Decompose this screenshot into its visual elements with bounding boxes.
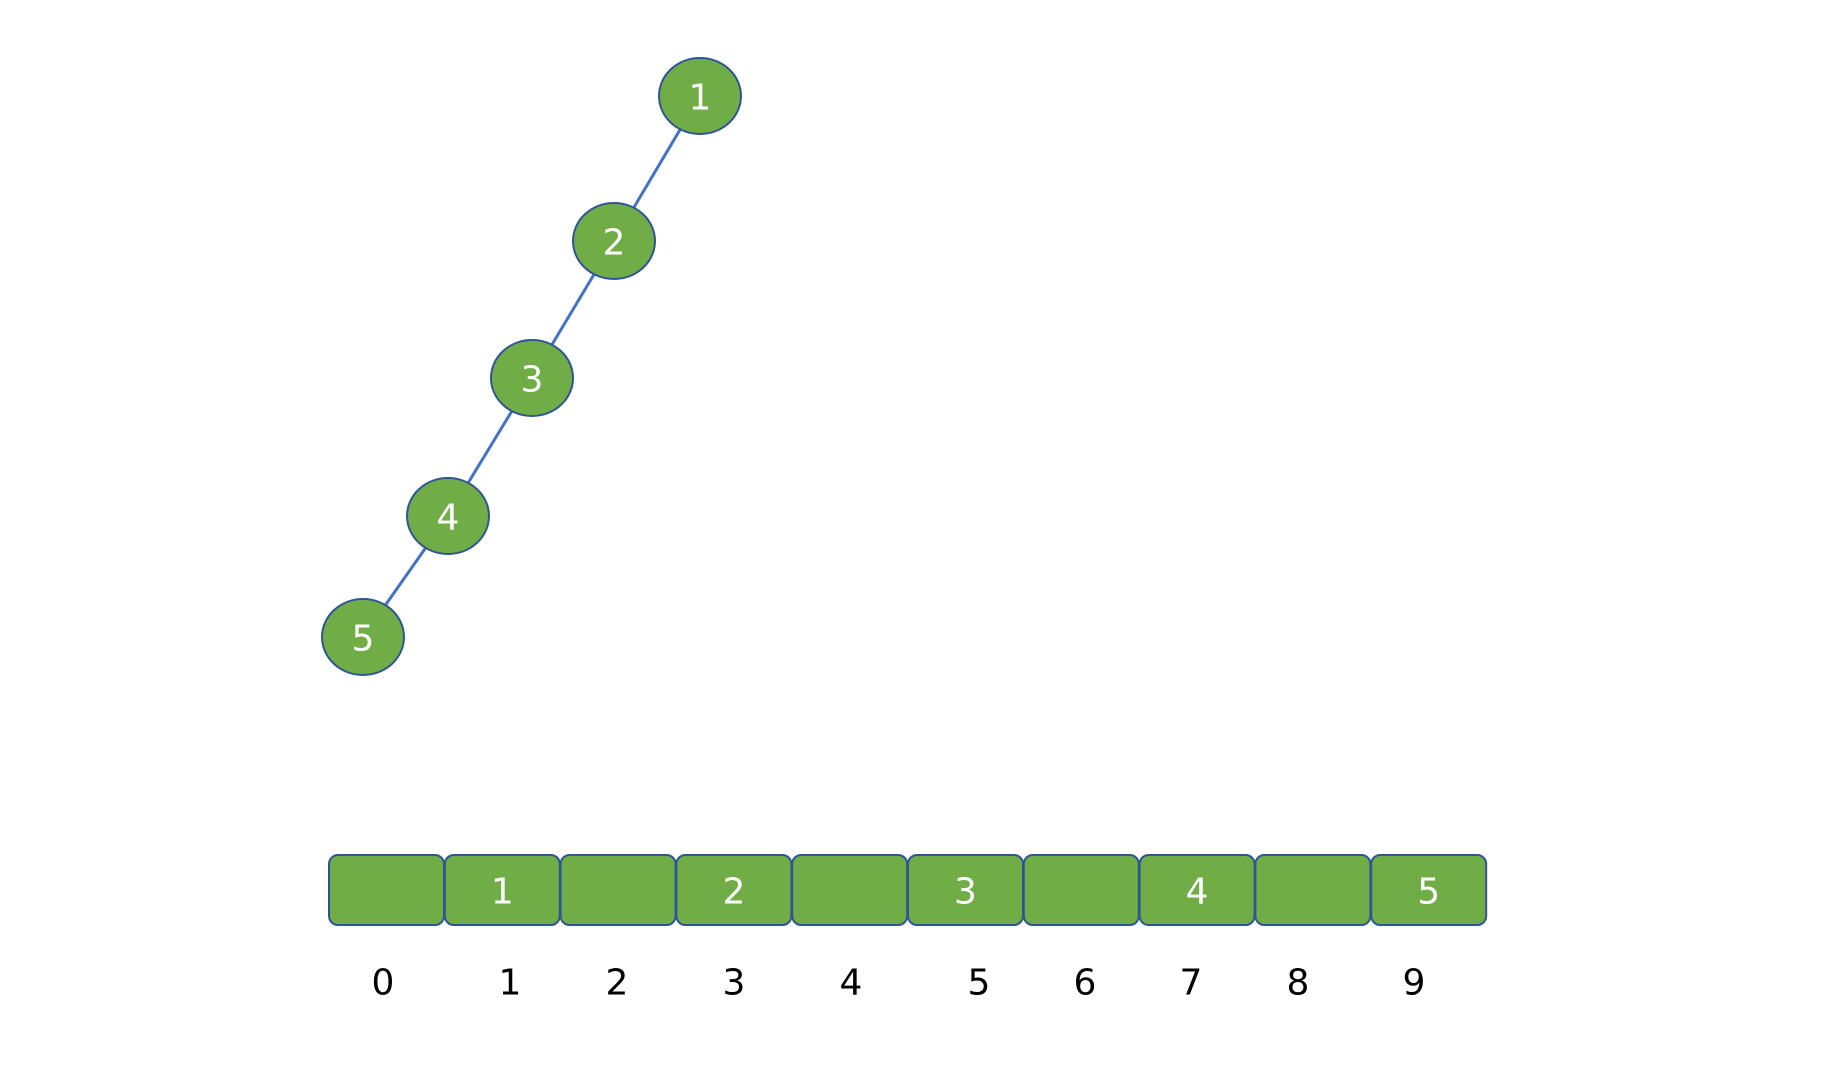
array-index-label-1: 1	[499, 963, 522, 1004]
array-index-label-7: 7	[1180, 963, 1203, 1004]
tree-node-label: 5	[352, 619, 375, 660]
tree-node-circle	[406, 477, 490, 555]
tree-nodes: 1 2 3 4 5	[321, 57, 742, 676]
array-cell-7: 4	[1138, 854, 1256, 926]
array-cell-box	[559, 854, 677, 926]
array-index-label-9: 9	[1403, 963, 1426, 1004]
tree-node-label: 3	[521, 360, 544, 401]
array-cell-value: 1	[491, 872, 514, 913]
array-cell-value: 3	[954, 872, 977, 913]
array-index-label-5: 5	[968, 963, 991, 1004]
array-cell-0	[328, 854, 445, 926]
tree-node-label: 2	[603, 223, 626, 264]
array-cell-value: 5	[1417, 872, 1440, 913]
array-indices: 0 1 2 3 4 5 6 7 8 9	[372, 963, 1426, 1004]
array-cell-box	[1254, 854, 1372, 926]
array-cell-box	[791, 854, 909, 926]
array-index-label-3: 3	[723, 963, 746, 1004]
array-cell-value: 4	[1186, 872, 1209, 913]
array-cell-5: 3	[907, 854, 1024, 926]
array-cell-box	[1022, 854, 1140, 926]
tree-node-4: 4	[406, 477, 490, 555]
tree-node-label: 1	[689, 78, 712, 119]
array-index-label-8: 8	[1287, 963, 1310, 1004]
tree-node-5: 5	[321, 598, 405, 676]
tree-node-1: 1	[658, 57, 742, 135]
array-cells: 1 2 3 4 5	[328, 854, 1488, 926]
array-index-label-4: 4	[840, 963, 863, 1004]
array-cell-1: 1	[443, 854, 561, 926]
tree-node-circle	[658, 57, 742, 135]
array-cell-4	[791, 854, 909, 926]
array-cell-8	[1254, 854, 1372, 926]
array-index-label-0: 0	[372, 963, 395, 1004]
tree-node-circle	[572, 202, 656, 280]
tree-node-label: 4	[437, 498, 460, 539]
tree-node-circle	[321, 598, 405, 676]
array-cell-9: 5	[1370, 854, 1488, 926]
tree-node-circle	[490, 339, 574, 417]
array-cell-box	[328, 854, 445, 926]
array-index-label-2: 2	[606, 963, 629, 1004]
array-cell-box	[1370, 854, 1488, 926]
array-index-label-6: 6	[1074, 963, 1097, 1004]
array-cell-6	[1022, 854, 1140, 926]
array-cell-value: 2	[722, 872, 745, 913]
tree-node-2: 2	[572, 202, 656, 280]
array-cell-3: 2	[675, 854, 793, 926]
array-cell-2	[559, 854, 677, 926]
tree-node-3: 3	[490, 339, 574, 417]
